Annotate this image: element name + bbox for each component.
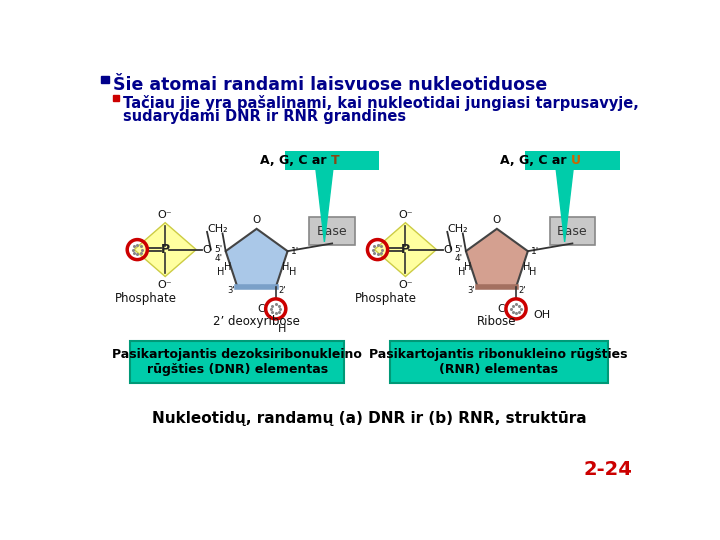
Text: 4': 4' [455, 254, 463, 264]
Text: 2-24: 2-24 [584, 460, 632, 478]
FancyBboxPatch shape [310, 217, 355, 245]
Text: H: H [278, 325, 286, 334]
Text: C: C [258, 304, 265, 314]
Text: O: O [253, 215, 261, 225]
Text: H: H [523, 262, 530, 272]
Text: 2’ deoxyribose: 2’ deoxyribose [213, 315, 300, 328]
Text: H: H [282, 262, 289, 272]
Text: O: O [202, 245, 212, 254]
Text: H: H [458, 267, 465, 276]
Text: H: H [464, 262, 471, 272]
Text: H: H [528, 267, 536, 276]
Text: Šie atomai randami laisvuose nukleotiduose: Šie atomai randami laisvuose nukleotiduo… [113, 76, 547, 93]
Text: Phosphate: Phosphate [355, 292, 417, 305]
Text: sudarydami DNR ir RNR grandines: sudarydami DNR ir RNR grandines [123, 110, 407, 124]
FancyBboxPatch shape [525, 151, 620, 170]
Text: 1': 1' [291, 247, 299, 255]
Bar [113, 95, 120, 101]
Text: CH₂: CH₂ [448, 224, 469, 234]
Text: rūgšties (DNR) elementas: rūgšties (DNR) elementas [147, 363, 328, 376]
Text: O⁻: O⁻ [398, 210, 413, 220]
Text: P: P [161, 243, 170, 256]
FancyBboxPatch shape [390, 341, 608, 383]
Text: 4': 4' [215, 254, 222, 264]
Text: OH: OH [533, 310, 550, 320]
Text: CH₂: CH₂ [207, 224, 228, 234]
Text: O: O [443, 245, 451, 254]
Text: 5': 5' [215, 245, 222, 254]
Text: Base: Base [557, 225, 588, 238]
Text: Pasikartojantis dezoksiribonukleino: Pasikartojantis dezoksiribonukleino [112, 348, 362, 361]
Polygon shape [374, 222, 436, 276]
Text: Pasikartojantis ribonukleino rūgšties: Pasikartojantis ribonukleino rūgšties [369, 348, 628, 361]
Polygon shape [466, 229, 528, 287]
Text: 2': 2' [278, 286, 286, 295]
Text: Base: Base [317, 225, 348, 238]
Text: Phosphate: Phosphate [114, 292, 177, 305]
Text: (RNR) elementas: (RNR) elementas [439, 363, 558, 376]
Polygon shape [225, 229, 287, 287]
Text: O: O [492, 215, 501, 225]
Text: 3': 3' [468, 286, 475, 295]
Polygon shape [134, 222, 196, 276]
FancyBboxPatch shape [549, 217, 595, 245]
Text: A, G, C ar: A, G, C ar [500, 154, 571, 167]
Text: O⁻: O⁻ [158, 210, 173, 220]
Text: 1': 1' [531, 247, 539, 255]
Text: H: H [217, 267, 225, 276]
Text: H: H [223, 262, 231, 272]
Text: O⁻: O⁻ [398, 280, 413, 289]
Text: Tačiau jie yra pašalinami, kai nukleotidai jungiasi tarpusavyje,: Tačiau jie yra pašalinami, kai nukleotid… [123, 95, 639, 111]
Text: 2': 2' [518, 286, 526, 295]
Polygon shape [556, 168, 573, 242]
Text: P: P [401, 243, 410, 256]
Text: A, G, C ar: A, G, C ar [260, 154, 330, 167]
Bar [101, 76, 109, 83]
FancyBboxPatch shape [130, 341, 344, 383]
Text: U: U [571, 154, 581, 167]
Text: 3': 3' [228, 286, 235, 295]
Text: T: T [330, 154, 339, 167]
Text: O⁻: O⁻ [158, 280, 173, 289]
Text: 5': 5' [454, 245, 463, 254]
FancyBboxPatch shape [285, 151, 379, 170]
Text: C: C [498, 304, 505, 314]
Text: H: H [289, 267, 296, 276]
Text: Ribose: Ribose [477, 315, 517, 328]
Polygon shape [316, 168, 333, 242]
Text: Nukleotidų, randamų (a) DNR ir (b) RNR, struktūra: Nukleotidų, randamų (a) DNR ir (b) RNR, … [152, 411, 586, 427]
